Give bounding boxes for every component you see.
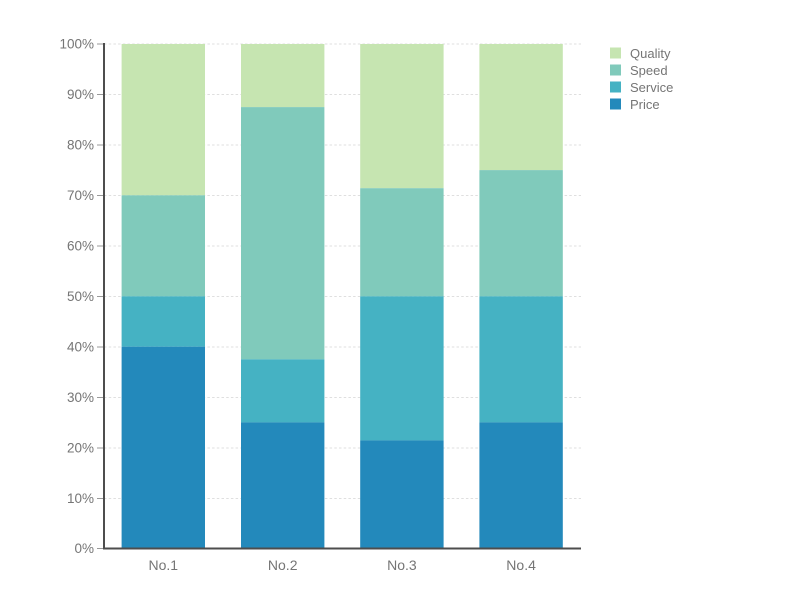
svg-text:70%: 70%: [67, 188, 94, 203]
svg-text:60%: 60%: [67, 239, 94, 254]
svg-text:No.4: No.4: [506, 557, 536, 573]
svg-text:Quality: Quality: [630, 46, 671, 61]
svg-text:10%: 10%: [67, 491, 94, 506]
svg-text:90%: 90%: [67, 87, 94, 102]
svg-text:30%: 30%: [67, 390, 94, 405]
svg-text:No.2: No.2: [268, 557, 298, 573]
svg-text:Service: Service: [630, 80, 673, 95]
svg-text:Price: Price: [630, 97, 660, 112]
svg-text:100%: 100%: [59, 37, 94, 52]
svg-text:0%: 0%: [74, 541, 94, 556]
svg-text:40%: 40%: [67, 340, 94, 355]
svg-text:80%: 80%: [67, 138, 94, 153]
svg-text:No.1: No.1: [149, 557, 179, 573]
svg-text:20%: 20%: [67, 441, 94, 456]
svg-text:50%: 50%: [67, 289, 94, 304]
svg-text:No.3: No.3: [387, 557, 417, 573]
svg-text:Speed: Speed: [630, 63, 668, 78]
